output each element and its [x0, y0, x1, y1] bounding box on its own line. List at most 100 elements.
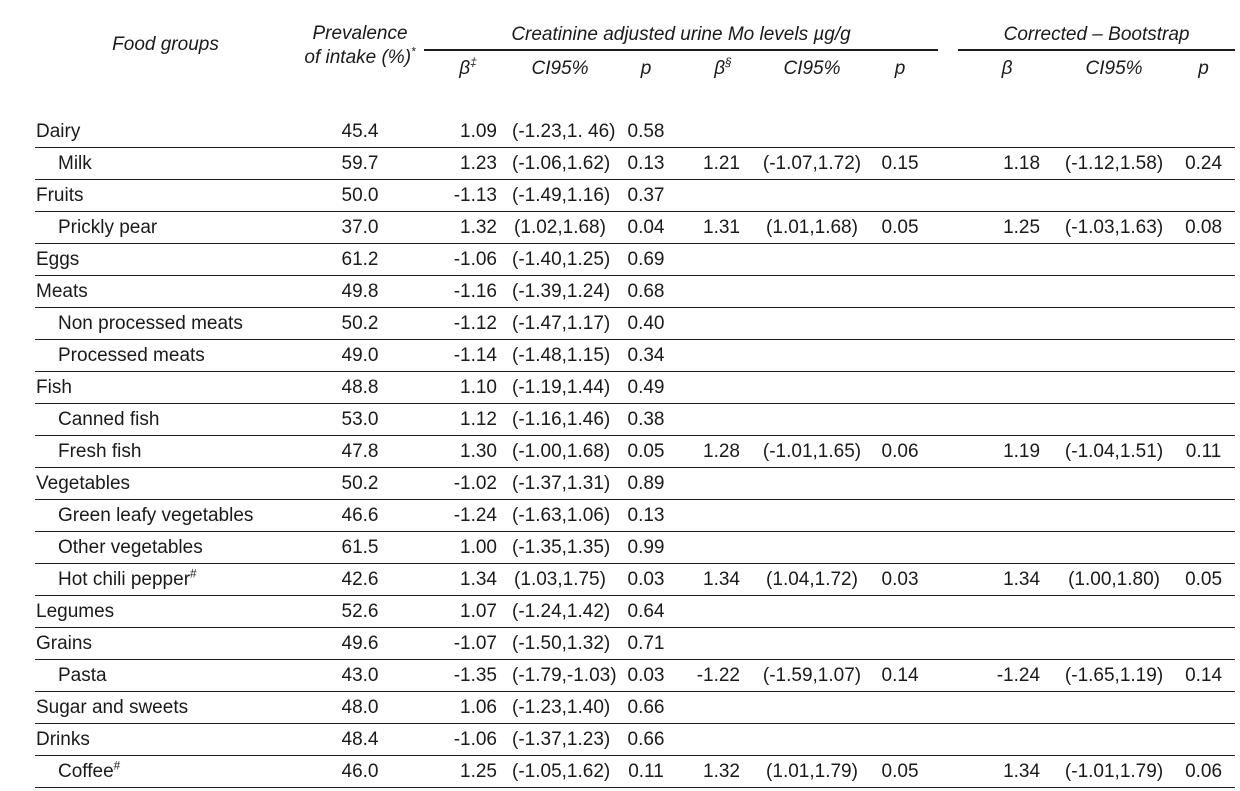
table-row: Grains 49.6 -1.07 (-1.50,1.32) 0.71 [35, 627, 1236, 660]
cell-ci2 [762, 339, 862, 372]
cell-ci1: (1.03,1.75) [512, 563, 608, 596]
cell-food-group: Non processed meats [35, 307, 296, 340]
cell-p1: 0.34 [608, 339, 684, 372]
cell-food-group: Processed meats [35, 339, 296, 372]
cell-p3: 0.11 [1172, 435, 1236, 468]
cell-p3: 0.06 [1172, 755, 1236, 788]
cell-p3 [1172, 595, 1236, 628]
table-row: Drinks 48.4 -1.06 (-1.37,1.23) 0.66 [35, 723, 1236, 756]
header-row-groups: Food groups Prevalence of intake (%)* Cr… [35, 8, 1236, 68]
cell-ci2: (-1.59,1.07) [762, 659, 862, 692]
cell-spacer [938, 627, 959, 660]
cell-p2 [862, 467, 939, 500]
cell-beta2 [684, 243, 762, 276]
cell-beta1: -1.02 [424, 467, 512, 500]
cell-p1: 0.11 [608, 755, 684, 788]
cell-beta2 [684, 531, 762, 564]
cell-beta3 [958, 243, 1057, 276]
cell-p3 [1172, 531, 1236, 564]
cell-p2: 0.05 [862, 755, 939, 788]
cell-beta3 [958, 403, 1057, 436]
cell-beta3 [958, 627, 1057, 660]
cell-prevalence: 50.2 [296, 307, 424, 340]
cell-p3 [1172, 116, 1236, 148]
cell-spacer [938, 467, 959, 500]
cell-p2: 0.03 [862, 563, 939, 596]
cell-p1: 0.58 [608, 116, 684, 148]
cell-p2: 0.14 [862, 659, 939, 692]
cell-beta3 [958, 179, 1057, 212]
food-groups-table: Food groups Prevalence of intake (%)* Cr… [35, 8, 1236, 791]
col-header-p1: p [640, 58, 652, 79]
cell-p2: 0.05 [862, 211, 939, 244]
cell-p1: 0.38 [608, 403, 684, 436]
cell-ci3 [1056, 467, 1173, 500]
cell-ci2 [762, 179, 862, 212]
cell-ci1: (-1.63,1.06) [512, 499, 610, 532]
cell-spacer [938, 755, 959, 788]
cell-prevalence: 61.2 [296, 243, 424, 276]
cell-beta1: -1.24 [424, 499, 512, 532]
table-row: Fruits 50.0 -1.13 (-1.49,1.16) 0.37 [35, 179, 1236, 212]
col-header-prevalence: Prevalence of intake (%)* [296, 8, 424, 116]
cell-ci3 [1056, 243, 1173, 276]
cell-ci3 [1056, 307, 1173, 340]
cell-food-group: Fish [35, 371, 296, 404]
cell-p1: 0.49 [608, 371, 684, 404]
cell-prevalence: 43.0 [296, 659, 424, 692]
cell-food-group: Drinks [35, 723, 296, 756]
cell-prevalence: 42.6 [296, 563, 424, 596]
cell-beta1: -1.07 [424, 627, 512, 660]
cell-ci3 [1056, 723, 1173, 756]
cell-ci1: (-1.05,1.62) [512, 755, 610, 788]
cell-beta1: -1.13 [424, 179, 512, 212]
cell-p2 [862, 307, 939, 340]
cell-beta1: 1.12 [424, 403, 512, 436]
cell-food-group: Hot chili pepper# [35, 563, 296, 596]
col-group-creatinine-adjusted: Creatinine adjusted urine Mo levels µg/g [424, 8, 939, 51]
table-row: Pasta 43.0 -1.35 (-1.79,-1.03) 0.03 -1.2… [35, 659, 1236, 692]
cell-p1: 0.66 [608, 691, 684, 724]
cell-ci2 [762, 723, 862, 756]
cell-p1: 0.75 [608, 788, 684, 791]
cell-food-group: Prickly pear [35, 211, 296, 244]
cell-beta1: -1.06 [424, 723, 512, 756]
cell-p3 [1172, 339, 1236, 372]
cell-beta3 [958, 467, 1057, 500]
header-row-subcolumns: β‡ CI95% p β§ CI95% p β CI95% p [35, 50, 1235, 116]
cell-beta3 [958, 531, 1057, 564]
cell-p2 [862, 403, 939, 436]
table-row: Canned fish 53.0 1.12 (-1.16,1.46) 0.38 [35, 403, 1236, 436]
table-row: Fats 46.7 1.07 (-1.45,1.67) 0.75 [35, 788, 1235, 791]
table-row: Green leafy vegetables 46.6 -1.24 (-1.63… [35, 499, 1236, 532]
cell-ci2 [762, 595, 862, 628]
cell-beta2 [684, 179, 762, 212]
cell-ci2 [762, 275, 862, 308]
cell-ci3: (-1.65,1.19) [1056, 659, 1173, 692]
cell-prevalence: 49.8 [296, 275, 424, 308]
cell-food-group: Pasta [35, 659, 296, 692]
cell-p2: 0.15 [862, 147, 939, 180]
cell-ci1: (-1.39,1.24) [512, 275, 610, 308]
cell-ci3: (-1.04,1.51) [1056, 435, 1173, 468]
cell-p2 [862, 371, 939, 404]
cell-ci1: (-1.16,1.46) [512, 403, 610, 436]
table-row: Processed meats 49.0 -1.14 (-1.48,1.15) … [35, 339, 1236, 372]
cell-beta1: 1.07 [424, 595, 512, 628]
table-row: Hot chili pepper# 42.6 1.34 (1.03,1.75) … [35, 563, 1236, 596]
cell-ci2: (-1.01,1.65) [762, 435, 862, 468]
cell-beta1: 1.23 [424, 147, 512, 180]
cell-ci3: (-1.03,1.63) [1056, 211, 1173, 244]
cell-ci1: (1.02,1.68) [512, 211, 608, 244]
asterisk-marker: * [411, 45, 416, 59]
col-group-corrected-bootstrap: Corrected – Bootstrap [958, 8, 1236, 51]
cell-prevalence: 49.0 [296, 339, 424, 372]
cell-ci3 [1056, 116, 1173, 148]
cell-ci2 [762, 499, 862, 532]
cell-beta3 [958, 499, 1057, 532]
table-header: Food groups Prevalence of intake (%)* Cr… [35, 8, 1236, 116]
cell-ci2 [762, 467, 862, 500]
col-header-beta1: β‡ [459, 56, 477, 79]
cell-beta2 [684, 371, 762, 404]
